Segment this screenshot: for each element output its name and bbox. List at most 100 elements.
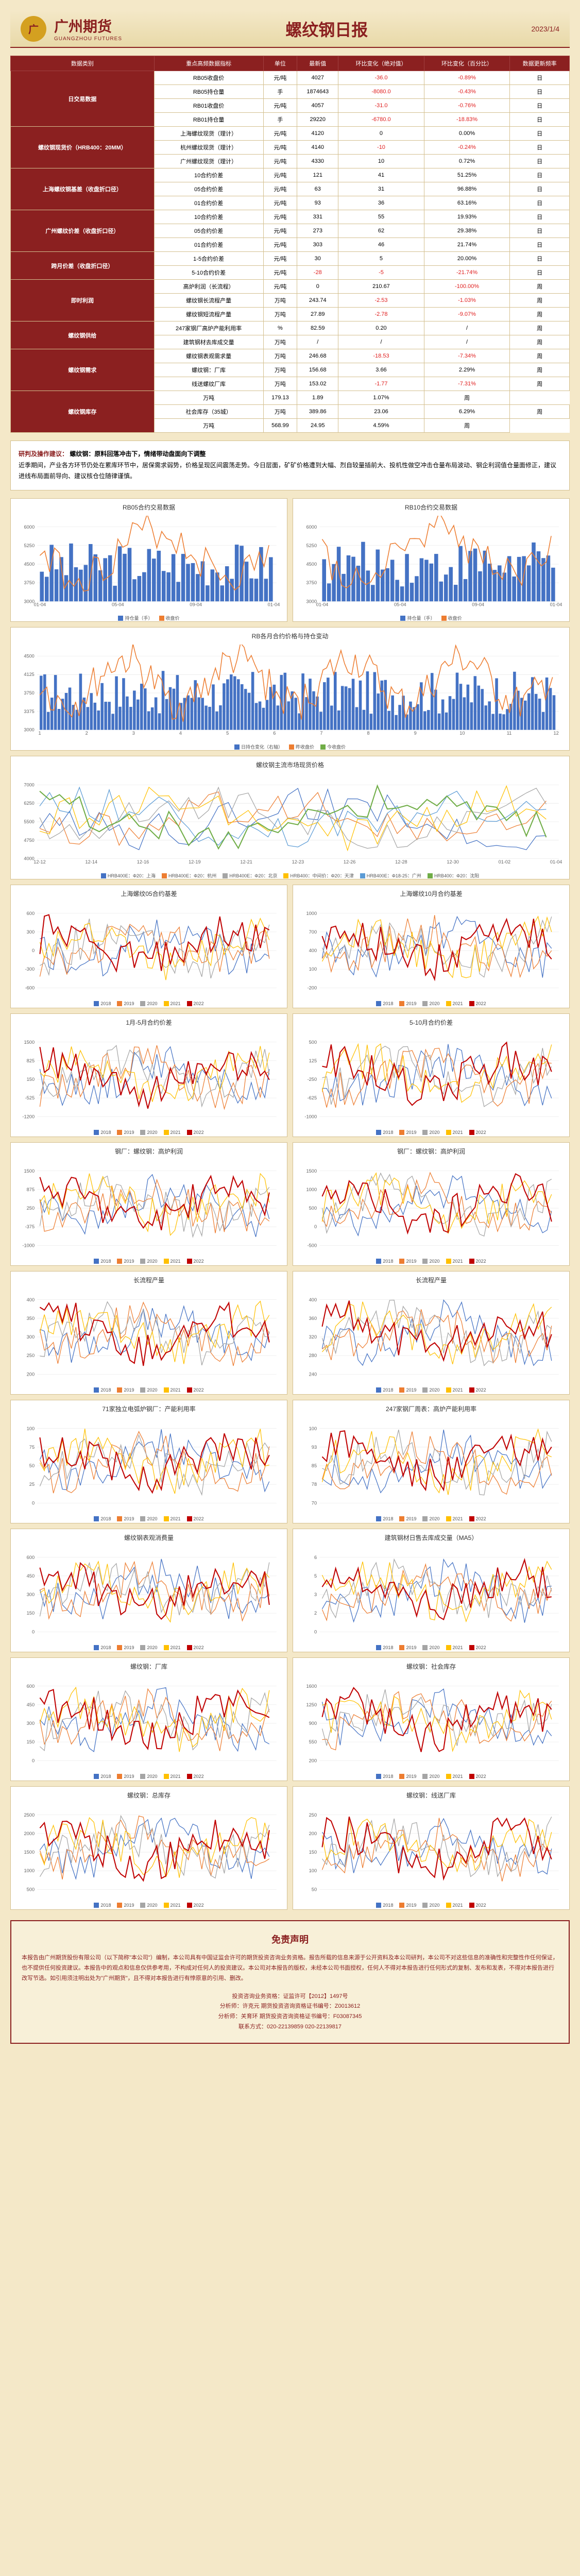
legend-item: HRB400E：Φ20：杭州 (162, 872, 216, 879)
data-cell: -6780.0 (338, 113, 424, 127)
chart-title: 螺纹钢表观消费量 (11, 1529, 287, 1546)
legend-item: 2018 (376, 1259, 393, 1264)
chart-legend: 20182019202020212022 (11, 1643, 287, 1653)
svg-text:-200: -200 (308, 985, 317, 990)
data-cell: 121 (297, 168, 338, 182)
chart-c17: 螺纹钢：厂库600450300150020182019202020212022 (10, 1657, 287, 1781)
svg-text:05-04: 05-04 (394, 602, 406, 607)
data-cell: RB01持仓量 (154, 113, 263, 127)
data-cell: 27.89 (297, 308, 338, 321)
chart-c14: 247家钢厂周表：高炉产能利用率100938578702018201920202… (293, 1400, 570, 1523)
chart-legend: 20182019202020212022 (293, 1257, 569, 1266)
svg-text:150: 150 (27, 1611, 35, 1616)
data-cell: -0.24% (424, 141, 510, 155)
data-cell: 10合约价差 (154, 168, 263, 182)
svg-text:6000: 6000 (306, 524, 317, 530)
svg-text:250: 250 (27, 1353, 35, 1358)
svg-text:12-23: 12-23 (292, 859, 304, 865)
svg-text:4500: 4500 (24, 653, 34, 658)
legend-item: 2022 (469, 1259, 486, 1264)
disclaimer-box: 免责声明 本报告由广州期货股份有限公司（以下简称"本公司"）编制，本公司具有中国… (10, 1920, 570, 2044)
legend-item: 2022 (469, 1903, 486, 1908)
chart-legend: 持仓量（手）收盘价 (11, 613, 287, 623)
data-cell: -18.53 (338, 349, 424, 363)
data-cell: -36.0 (338, 71, 424, 85)
chart-body: 7000625055004750400012-1212-1412-1612-19… (16, 773, 564, 870)
chart-legend: 20182019202020212022 (293, 1901, 569, 1910)
chart-body: 6000525045003750300001-0405-0409-0401-04 (16, 516, 282, 613)
legend-item: 2021 (446, 1387, 463, 1393)
legend-item: 2018 (376, 1516, 393, 1522)
data-cell: RB05持仓量 (154, 85, 263, 99)
svg-text:300: 300 (27, 1334, 35, 1340)
legend-item: 2022 (469, 1516, 486, 1522)
svg-text:1500: 1500 (306, 1168, 317, 1174)
chart-c12: 长流程产量40036032028024020182019202020212022 (293, 1271, 570, 1395)
data-cell: 日 (510, 127, 570, 141)
data-cell: RB05收盘价 (154, 71, 263, 85)
svg-text:600: 600 (27, 1684, 35, 1689)
table-row: 螺纹钢现货价（HRB400：20MM）上海螺纹现货（理计）元/吨412000.0… (11, 127, 570, 141)
data-cell: 日 (510, 113, 570, 127)
svg-text:300: 300 (27, 1592, 35, 1597)
chart-c5: 上海螺纹05合约基差6003000-300-600201820192020202… (10, 885, 287, 1008)
data-cell: 31 (338, 182, 424, 196)
section-label-cell: 上海螺纹钢基差（收盘折口径） (11, 168, 155, 210)
svg-text:100: 100 (27, 1426, 35, 1431)
chart-c1: RB05合约交易数据6000525045003750300001-0405-04… (10, 498, 287, 622)
data-cell: 46 (338, 238, 424, 252)
disclaimer-title: 免责声明 (22, 1931, 558, 1948)
data-cell: 93 (297, 196, 338, 210)
chart-title: 钢厂：螺纹钢：高炉利润 (293, 1143, 569, 1160)
svg-text:12-21: 12-21 (240, 859, 252, 865)
legend-item: 2020 (140, 1130, 157, 1136)
data-cell: 4027 (297, 71, 338, 85)
data-cell: -7.34% (424, 349, 510, 363)
svg-text:5250: 5250 (306, 543, 317, 548)
data-cell: 周 (510, 294, 570, 308)
svg-text:0: 0 (32, 1629, 35, 1634)
svg-text:3000: 3000 (24, 599, 35, 604)
svg-text:500: 500 (309, 1206, 317, 1211)
chart-title: 上海螺纹05合约基差 (11, 885, 287, 902)
svg-text:2: 2 (86, 731, 88, 736)
data-cell: 21.74% (424, 238, 510, 252)
legend-item: 2020 (140, 1516, 157, 1522)
data-cell: 246.68 (297, 349, 338, 363)
signature-line: 联系方式：020-22139859 020-22139817 (22, 2022, 558, 2032)
data-cell: 36 (338, 196, 424, 210)
chart-body: 150010005000-500 (298, 1160, 564, 1257)
data-cell: 96.88% (424, 182, 510, 196)
data-cell: 万吨 (154, 419, 263, 433)
legend-item: 2018 (94, 1903, 111, 1908)
data-cell: -10 (338, 141, 424, 155)
svg-text:6: 6 (314, 1555, 317, 1560)
chart-body: 6000525045003750300001-0405-0409-0401-04 (298, 516, 564, 613)
data-cell: 周 (510, 363, 570, 377)
svg-text:1: 1 (38, 731, 41, 736)
svg-text:2: 2 (314, 1611, 317, 1616)
legend-item: 2020 (422, 1387, 439, 1393)
table-row: 即时利润高炉利润（长流程）元/吨0210.67-100.00%周 (11, 280, 570, 294)
table-header-cell: 环比变化（绝对值） (338, 56, 424, 71)
data-cell: -2.78 (338, 308, 424, 321)
legend-item: 2020 (422, 1001, 439, 1007)
svg-text:12-26: 12-26 (344, 859, 356, 865)
legend-item: 2018 (376, 1903, 393, 1908)
legend-item: HRB400E：Φ18-25：广州 (360, 872, 421, 879)
chart-legend: 20182019202020212022 (11, 1128, 287, 1138)
chart-title: 247家钢厂周表：高炉产能利用率 (293, 1400, 569, 1417)
svg-text:05-04: 05-04 (112, 602, 124, 607)
section-label-cell: 螺纹钢库存 (11, 391, 155, 433)
legend-item: 2020 (422, 1645, 439, 1651)
svg-text:85: 85 (312, 1463, 317, 1468)
svg-text:78: 78 (312, 1482, 317, 1487)
svg-text:4: 4 (179, 731, 182, 736)
commentary-title: 螺纹钢：原料回落冲击下，情绪带动盘面向下调整 (70, 450, 206, 457)
svg-text:-1000: -1000 (22, 1243, 35, 1248)
data-cell: 62 (338, 224, 424, 238)
svg-text:01-04: 01-04 (316, 602, 329, 607)
chart-title: 上海螺纹10月合约基差 (293, 885, 569, 902)
data-cell: 0.72% (424, 155, 510, 168)
data-cell: 5 (338, 252, 424, 266)
